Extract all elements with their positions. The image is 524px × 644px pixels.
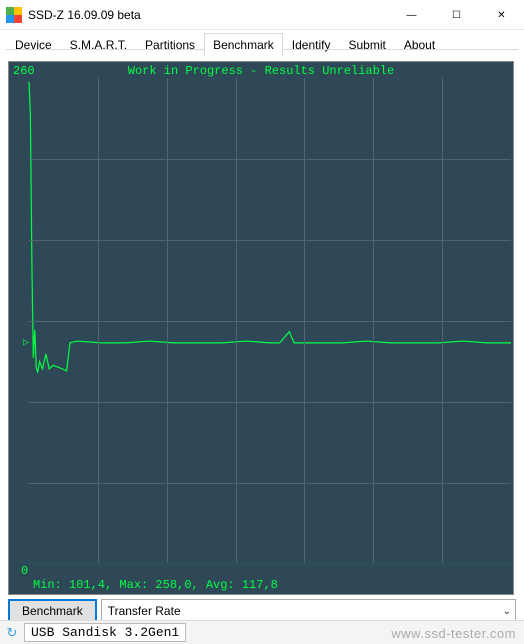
device-name: USB Sandisk 3.2Gen1 bbox=[24, 623, 186, 642]
titlebar: SSD-Z 16.09.09 beta — ☐ ✕ bbox=[0, 0, 524, 30]
benchmark-chart: 260 Work in Progress - Results Unreliabl… bbox=[8, 61, 514, 595]
tab-partitions[interactable]: Partitions bbox=[136, 33, 204, 56]
plot-area: ▷ bbox=[29, 78, 511, 564]
tab-benchmark[interactable]: Benchmark bbox=[204, 33, 283, 56]
tabbar: DeviceS.M.A.R.T.PartitionsBenchmarkIdent… bbox=[0, 30, 524, 55]
tab-submit[interactable]: Submit bbox=[339, 33, 394, 56]
app-icon bbox=[6, 7, 22, 23]
tab-device[interactable]: Device bbox=[6, 33, 61, 56]
tab-about[interactable]: About bbox=[395, 33, 444, 56]
maximize-button[interactable]: ☐ bbox=[434, 0, 479, 30]
statusbar: ↻ USB Sandisk 3.2Gen1 www.ssd-tester.com bbox=[0, 620, 524, 644]
window-title: SSD-Z 16.09.09 beta bbox=[28, 8, 141, 22]
tab-identify[interactable]: Identify bbox=[283, 33, 340, 56]
chart-stats: Min: 101,4, Max: 258,0, Avg: 117,8 bbox=[33, 578, 278, 592]
window-controls: — ☐ ✕ bbox=[389, 0, 524, 29]
watermark: www.ssd-tester.com bbox=[391, 626, 516, 641]
current-marker-icon: ▷ bbox=[23, 337, 29, 349]
chart-title: Work in Progress - Results Unreliable bbox=[9, 64, 513, 78]
close-button[interactable]: ✕ bbox=[479, 0, 524, 30]
tab-smart[interactable]: S.M.A.R.T. bbox=[61, 33, 136, 56]
y-axis-min: 0 bbox=[21, 564, 28, 578]
minimize-button[interactable]: — bbox=[389, 0, 434, 30]
chevron-down-icon: ⌄ bbox=[503, 606, 511, 617]
benchmark-panel: 260 Work in Progress - Results Unreliabl… bbox=[0, 55, 524, 627]
mode-combobox-value: Transfer Rate bbox=[108, 604, 181, 618]
refresh-icon[interactable]: ↻ bbox=[4, 625, 20, 641]
